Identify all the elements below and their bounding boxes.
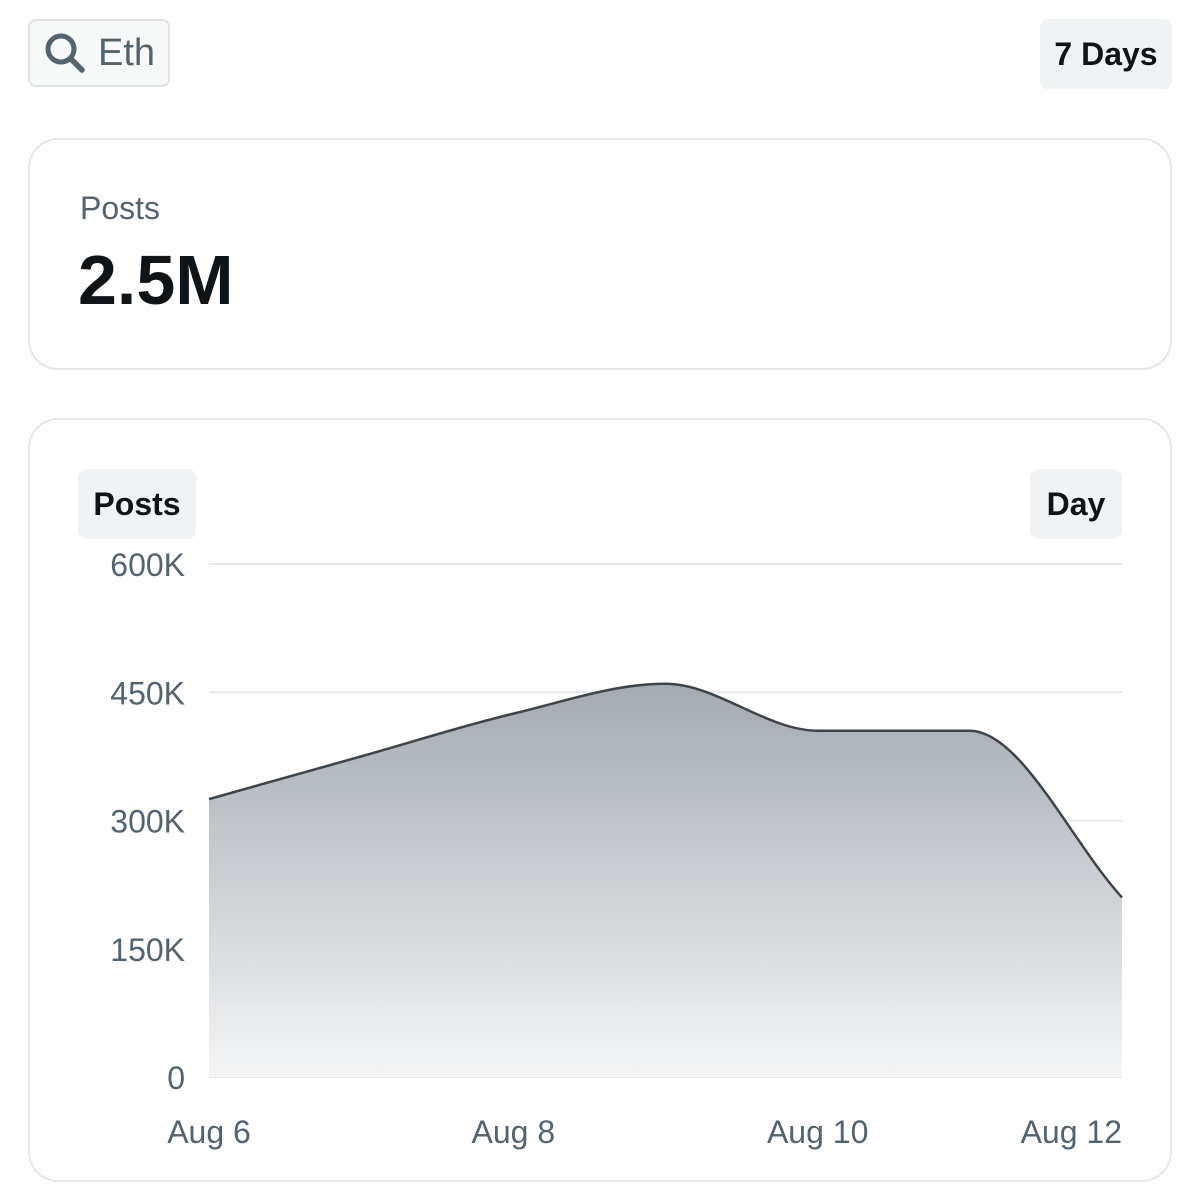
- search-icon: [44, 32, 86, 74]
- interval-selector-button[interactable]: Day: [1030, 469, 1122, 539]
- date-range-button[interactable]: 7 Days: [1040, 19, 1172, 89]
- search-chip[interactable]: Eth: [28, 19, 170, 87]
- search-query: Eth: [98, 31, 156, 74]
- summary-value: 2.5M: [78, 241, 234, 319]
- chart-card: [28, 418, 1172, 1182]
- posts-summary-card: Posts 2.5M: [28, 138, 1172, 370]
- summary-label: Posts: [80, 190, 161, 226]
- metric-selector-button[interactable]: Posts: [78, 469, 196, 539]
